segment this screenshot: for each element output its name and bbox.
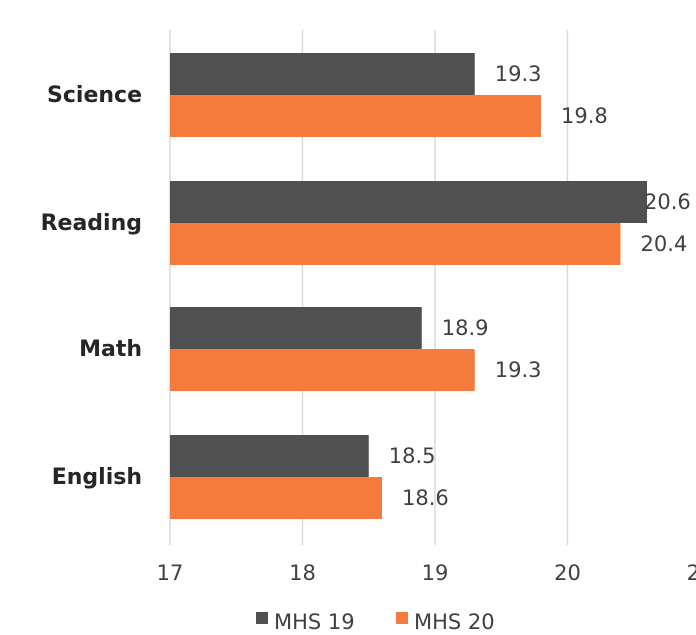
category-label-math: Math: [79, 337, 142, 362]
data-label-math-mhs-19: 18.9: [442, 316, 489, 340]
legend-swatch-mhs-19: [256, 612, 268, 624]
x-axis-ticks: 17 18 19 20 21: [157, 561, 696, 585]
data-label-science-mhs-20: 19.8: [561, 104, 608, 128]
x-tick-20: 20: [554, 561, 581, 585]
legend-label-mhs-20: MHS 20: [414, 610, 495, 634]
data-label-english-mhs-20: 18.6: [402, 486, 449, 510]
bar-science-mhs-19: [170, 53, 475, 95]
category-label-reading: Reading: [41, 211, 142, 236]
legend-swatch-mhs-20: [396, 612, 408, 624]
category-label-english: English: [52, 465, 142, 490]
x-tick-19: 19: [422, 561, 449, 585]
bar-reading-mhs-19: [170, 181, 647, 223]
x-tick-18: 18: [289, 561, 316, 585]
category-labels: English Math Reading Science: [41, 83, 142, 490]
data-label-reading-mhs-20: 20.4: [641, 232, 688, 256]
bar-science-mhs-20: [170, 95, 541, 137]
legend-label-mhs-19: MHS 19: [274, 610, 355, 634]
data-labels: 18.518.618.919.320.620.419.319.8: [389, 62, 691, 510]
bar-english-mhs-19: [170, 435, 369, 477]
bar-english-mhs-20: [170, 477, 382, 519]
data-label-english-mhs-19: 18.5: [389, 444, 436, 468]
x-tick-17: 17: [157, 561, 184, 585]
legend: MHS 19 MHS 20: [256, 610, 495, 634]
data-label-reading-mhs-19: 20.6: [644, 190, 691, 214]
x-tick-21: 21: [687, 561, 696, 585]
data-label-math-mhs-20: 19.3: [495, 358, 542, 382]
bar-reading-mhs-20: [170, 223, 621, 265]
bars: [170, 53, 647, 519]
data-label-science-mhs-19: 19.3: [495, 62, 542, 86]
bar-math-mhs-20: [170, 349, 475, 391]
bar-math-mhs-19: [170, 307, 422, 349]
category-label-science: Science: [47, 83, 142, 108]
